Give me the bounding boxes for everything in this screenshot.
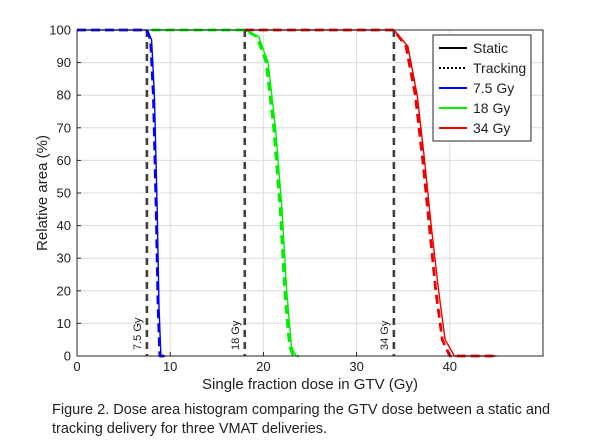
legend-label: 7.5 Gy xyxy=(473,80,514,96)
series-lines xyxy=(77,28,497,358)
x-tick-label: 30 xyxy=(349,359,363,374)
reference-lines: 7.5 Gy 18 Gy 34 Gy xyxy=(132,30,396,356)
y-tick-label: 40 xyxy=(57,218,71,233)
y-tick-label: 10 xyxy=(57,316,71,331)
series-line xyxy=(77,28,166,358)
y-tick-label: 100 xyxy=(49,23,71,38)
axis-ticks: 0 10 20 30 40 0 10 20 30 40 50 60 70 80 90 100 xyxy=(49,23,457,375)
x-tick-label: 40 xyxy=(443,359,457,374)
x-tick-label: 20 xyxy=(256,359,270,374)
legend-label: 34 Gy xyxy=(473,120,510,136)
reference-line-label: 34 Gy xyxy=(379,320,391,350)
y-tick-label: 90 xyxy=(57,55,71,70)
series-line xyxy=(244,28,497,358)
series-line xyxy=(151,28,299,358)
y-tick-label: 30 xyxy=(57,251,71,266)
figure-caption: Figure 2. Dose area histogram comparing … xyxy=(52,402,551,437)
y-tick-label: 80 xyxy=(57,88,71,103)
grid xyxy=(76,29,543,357)
y-tick-label: 70 xyxy=(57,120,71,135)
y-tick-label: 0 xyxy=(64,349,71,364)
y-tick-label: 20 xyxy=(57,283,71,298)
reference-line-label: 7.5 Gy xyxy=(132,317,144,350)
legend: Static Tracking 7.5 Gy 18 Gy 34 Gy xyxy=(432,34,532,142)
reference-line-label: 18 Gy xyxy=(230,320,242,350)
legend-label: Static xyxy=(473,40,508,56)
x-tick-label: 0 xyxy=(73,359,80,374)
x-tick-label: 10 xyxy=(163,359,177,374)
y-tick-label: 50 xyxy=(57,186,71,201)
y-axis-label: Relative area (%) xyxy=(34,135,51,251)
legend-label: 18 Gy xyxy=(473,100,510,116)
dose-area-histogram-chart: 7.5 Gy 18 Gy 34 Gy 0 10 20 30 40 0 10 20 30 40 50 60 7… xyxy=(34,23,544,393)
y-tick-label: 60 xyxy=(57,153,71,168)
legend-label: Tracking xyxy=(473,60,526,76)
x-axis-label: Single fraction dose in GTV (Gy) xyxy=(202,376,418,393)
